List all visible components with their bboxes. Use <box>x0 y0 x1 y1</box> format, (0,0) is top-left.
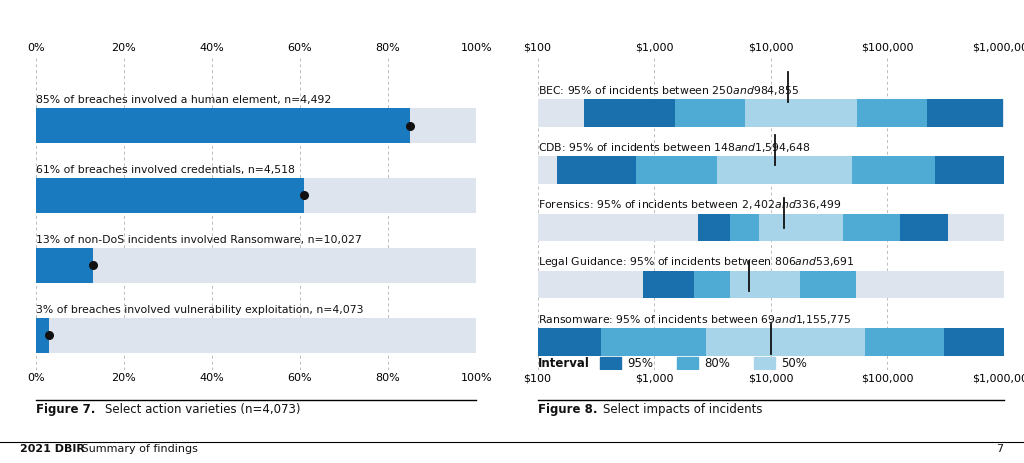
Bar <box>935 156 1024 184</box>
Bar <box>801 271 856 298</box>
Bar <box>601 328 707 356</box>
Bar <box>643 271 694 298</box>
Bar <box>730 271 801 298</box>
Bar <box>852 156 935 184</box>
Text: BEC: 95% of incidents between $250 and $984,855: BEC: 95% of incidents between $250 and $… <box>538 84 799 97</box>
Text: Interval: Interval <box>538 357 590 370</box>
Text: Forensics: 95% of incidents between $2,402 and $336,499: Forensics: 95% of incidents between $2,4… <box>538 198 841 211</box>
Bar <box>678 357 698 370</box>
Bar <box>755 357 775 370</box>
Bar <box>843 213 900 241</box>
Text: Ransomware: 95% of incidents between $69 and $1,155,775: Ransomware: 95% of incidents between $69… <box>538 313 851 326</box>
Text: 80%: 80% <box>703 357 730 370</box>
Text: 61% of breaches involved credentials, n=4,518: 61% of breaches involved credentials, n=… <box>36 165 295 175</box>
Bar <box>730 213 759 241</box>
Text: Figure 7.: Figure 7. <box>36 403 95 416</box>
Bar <box>36 108 410 143</box>
Bar <box>36 178 476 213</box>
Bar <box>600 357 622 370</box>
Text: 7: 7 <box>996 444 1004 455</box>
Bar <box>759 213 843 241</box>
Text: 3% of breaches involved vulnerability exploitation, n=4,073: 3% of breaches involved vulnerability ex… <box>36 305 364 315</box>
Bar <box>36 318 476 353</box>
Bar <box>900 213 948 241</box>
Text: Select impacts of incidents: Select impacts of incidents <box>603 403 763 416</box>
Bar <box>675 99 744 126</box>
Bar <box>36 248 93 283</box>
Text: CDB: 95% of incidents between $148 and $1,594,648: CDB: 95% of incidents between $148 and $… <box>538 141 810 154</box>
Text: 95%: 95% <box>627 357 653 370</box>
Bar <box>584 99 675 126</box>
Bar <box>694 271 730 298</box>
Bar <box>636 156 718 184</box>
Text: 50%: 50% <box>781 357 807 370</box>
Bar <box>538 328 1004 356</box>
Bar <box>538 213 1004 241</box>
Text: Legal Guidance: 95% of incidents between $806 and $53,691: Legal Guidance: 95% of incidents between… <box>538 255 854 269</box>
Bar <box>927 99 1002 126</box>
Bar <box>36 108 476 143</box>
Bar <box>944 328 1011 356</box>
Bar <box>865 328 944 356</box>
Bar <box>538 271 1004 298</box>
Bar <box>718 156 852 184</box>
Bar <box>857 99 927 126</box>
Bar <box>36 178 304 213</box>
Bar <box>538 99 1004 126</box>
Text: Select action varieties (n=4,073): Select action varieties (n=4,073) <box>105 403 301 416</box>
Text: 85% of breaches involved a human element, n=4,492: 85% of breaches involved a human element… <box>36 95 331 105</box>
Bar <box>36 318 49 353</box>
Bar <box>744 99 857 126</box>
Bar <box>557 156 636 184</box>
Text: Figure 8.: Figure 8. <box>538 403 597 416</box>
Bar <box>538 156 1004 184</box>
Text: 2021 DBIR: 2021 DBIR <box>20 444 85 455</box>
Text: Summary of findings: Summary of findings <box>78 444 198 455</box>
Bar <box>36 248 476 283</box>
Bar <box>698 213 730 241</box>
Bar <box>707 328 865 356</box>
Bar <box>538 328 601 356</box>
Text: 13% of non-DoS incidents involved Ransomware, n=10,027: 13% of non-DoS incidents involved Ransom… <box>36 235 361 245</box>
